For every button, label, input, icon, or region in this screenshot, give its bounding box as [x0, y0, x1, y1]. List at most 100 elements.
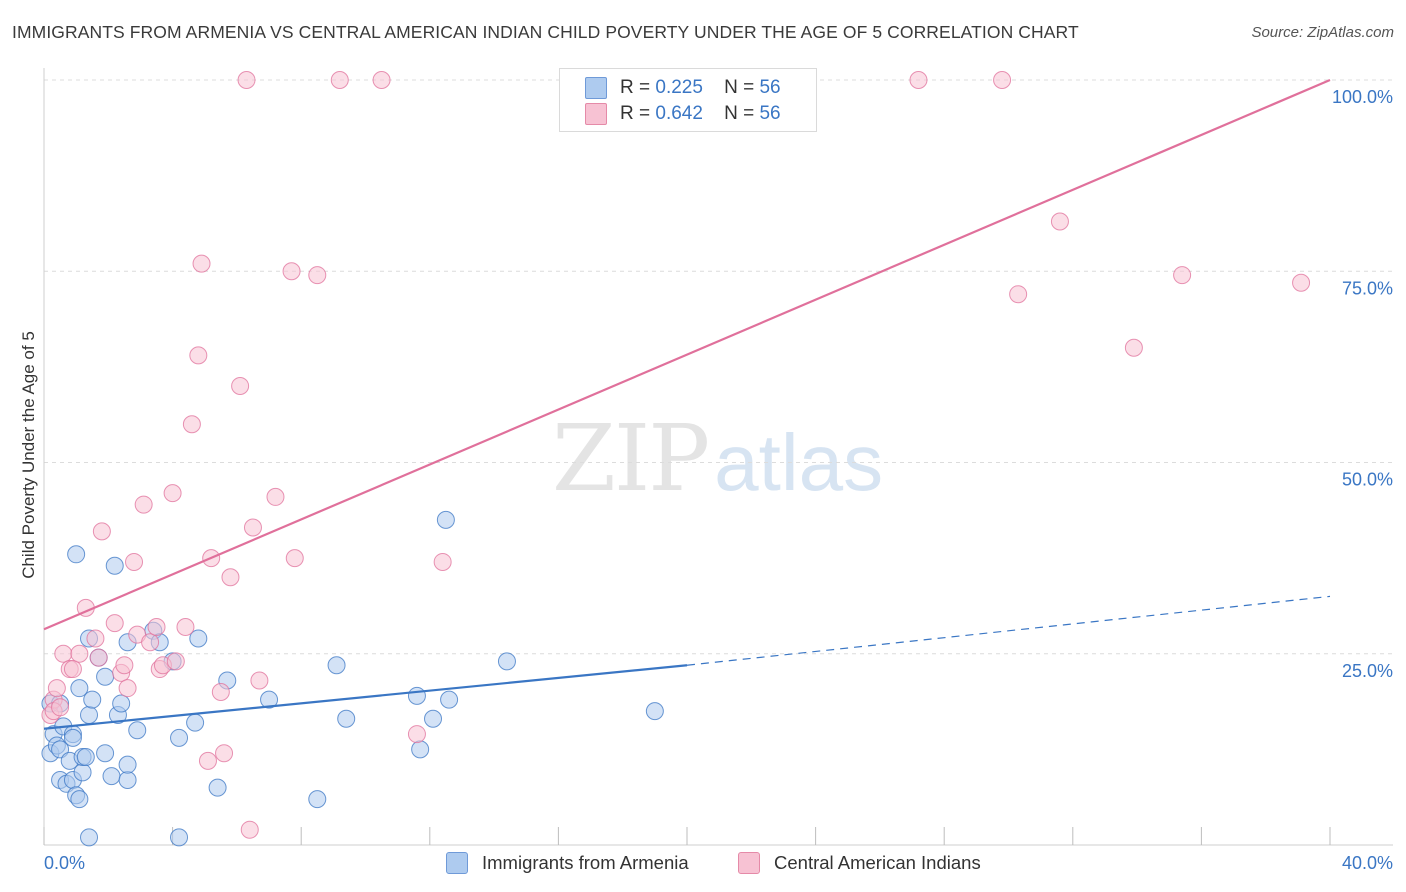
trendline-cai [43, 78, 1331, 631]
legend-marker-cai [738, 852, 760, 874]
data-point-cai [163, 484, 182, 503]
data-point-armenia [80, 828, 99, 847]
data-point-armenia [73, 763, 92, 782]
series-legend: Immigrants from Armenia Central American… [0, 852, 1406, 878]
data-point-cai [1292, 273, 1311, 292]
data-point-cai [1009, 285, 1028, 304]
data-point-armenia [70, 679, 89, 698]
legend-swatch-cai [585, 103, 607, 125]
data-point-cai [285, 549, 304, 568]
data-point-armenia [76, 748, 95, 767]
legend-label-armenia: Immigrants from Armenia [482, 852, 689, 873]
data-point-cai [105, 614, 124, 633]
data-point-armenia [497, 652, 516, 671]
data-point-cai [192, 254, 211, 273]
data-point-cai [308, 266, 327, 285]
data-point-cai [92, 522, 111, 541]
data-point-armenia [96, 667, 115, 686]
data-point-cai [182, 415, 201, 434]
data-point-cai [266, 487, 285, 506]
data-point-cai [993, 71, 1012, 89]
grid-layer [44, 79, 1393, 655]
data-point-armenia [424, 709, 443, 728]
data-point-cai [166, 652, 185, 671]
trendline-armenia [43, 664, 688, 730]
data-point-cai [63, 660, 82, 679]
legend-marker-armenia [446, 852, 468, 874]
legend-r-value: 0.642 [655, 103, 703, 124]
legend-row-armenia: R = 0.225 N = 56 [585, 76, 781, 100]
data-point-armenia [112, 694, 131, 713]
data-point-armenia [208, 778, 227, 797]
data-point-cai [118, 679, 137, 698]
data-point-armenia [118, 755, 137, 774]
data-point-cai [134, 495, 153, 514]
data-point-armenia [440, 690, 459, 709]
y-tick-label: 100.0% [1332, 87, 1393, 107]
data-point-cai [407, 725, 426, 744]
data-point-armenia [128, 721, 147, 740]
data-point-armenia [411, 740, 430, 759]
data-point-armenia [308, 790, 327, 809]
y-tick-label: 75.0% [1342, 278, 1393, 298]
data-point-armenia [67, 545, 86, 564]
source-label: Source: ZipAtlas.com [1251, 24, 1394, 41]
legend-n-value: 56 [759, 77, 781, 98]
data-point-cai [433, 552, 452, 571]
data-point-armenia [189, 629, 208, 648]
tick-label-layer: 25.0% 50.0% 75.0% 100.0% 0.0% 40.0% [44, 87, 1393, 873]
data-point-cai [51, 698, 70, 717]
data-point-cai [237, 71, 256, 89]
x-tick-label-min: 0.0% [44, 853, 85, 873]
x-tick-label-max: 40.0% [1342, 853, 1393, 873]
data-point-armenia [105, 556, 124, 575]
data-point-cai [125, 552, 144, 571]
data-point-cai [176, 617, 195, 636]
legend-swatch-armenia [585, 77, 607, 99]
legend-n-value: 56 [759, 103, 781, 124]
y-tick-label: 25.0% [1342, 661, 1393, 681]
y-axis-title: Child Poverty Under the Age of 5 [19, 331, 38, 579]
data-point-armenia [337, 709, 356, 728]
trend-layer [43, 78, 1331, 730]
data-point-armenia [102, 767, 121, 786]
data-point-armenia [118, 770, 137, 789]
legend-n-label: N = [724, 77, 755, 98]
data-point-armenia [645, 702, 664, 721]
data-point-cai [282, 262, 301, 281]
correlation-legend: R = 0.225 N = 56 R = 0.642 N = 56 [559, 68, 817, 132]
data-point-cai [372, 71, 391, 89]
data-point-armenia [170, 828, 189, 847]
chart-title: IMMIGRANTS FROM ARMENIA VS CENTRAL AMERI… [12, 22, 1079, 42]
data-point-cai [141, 633, 160, 652]
data-point-cai [189, 346, 208, 365]
data-point-armenia [83, 690, 102, 709]
legend-n-label: N = [724, 103, 755, 124]
legend-r-label: R = [620, 77, 651, 98]
data-point-cai [47, 679, 66, 698]
data-point-cai [250, 671, 269, 690]
data-point-cai [89, 648, 108, 667]
data-point-armenia [186, 713, 205, 732]
legend-item-cai[interactable]: Central American Indians [738, 852, 981, 874]
axis-layer [43, 68, 1393, 846]
data-point-cai [1173, 266, 1192, 285]
trendline-armenia-extension [686, 595, 1331, 666]
data-point-armenia [436, 510, 455, 529]
data-point-armenia [63, 728, 82, 747]
data-point-cai [1050, 212, 1069, 231]
legend-item-armenia[interactable]: Immigrants from Armenia [446, 852, 689, 874]
legend-r-value: 0.225 [655, 77, 703, 98]
data-point-cai [215, 744, 234, 763]
data-point-armenia [260, 690, 279, 709]
data-point-cai [909, 71, 928, 89]
data-point-armenia [96, 744, 115, 763]
data-point-cai [211, 683, 230, 701]
data-point-armenia [51, 740, 70, 759]
data-point-cai [115, 656, 134, 675]
data-point-armenia [80, 705, 99, 724]
data-point-cai [198, 751, 217, 770]
data-point-cai [1124, 338, 1143, 357]
data-point-cai [231, 377, 250, 395]
